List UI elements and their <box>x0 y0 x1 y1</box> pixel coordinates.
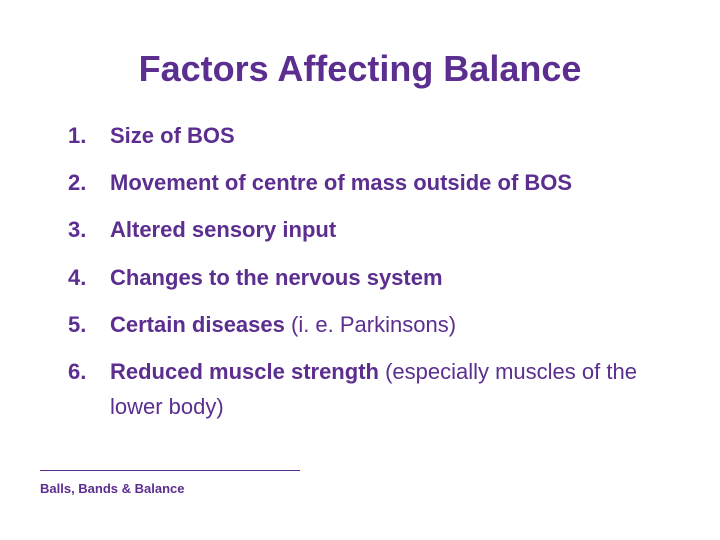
footer-divider <box>40 470 300 471</box>
slide-title: Factors Affecting Balance <box>40 48 680 90</box>
list-item: Altered sensory input <box>68 212 680 247</box>
item-bold: Size of BOS <box>110 123 235 148</box>
item-bold: Reduced muscle strength <box>110 359 379 384</box>
item-bold: Changes to the nervous system <box>110 265 443 290</box>
list-item: Reduced muscle strength (especially musc… <box>68 354 680 424</box>
list-item: Movement of centre of mass outside of BO… <box>68 165 680 200</box>
list-item: Changes to the nervous system <box>68 260 680 295</box>
footer-area: Balls, Bands & Balance <box>40 470 300 496</box>
item-plain: (i. e. Parkinsons) <box>285 312 456 337</box>
list-item: Size of BOS <box>68 118 680 153</box>
item-bold: Certain diseases <box>110 312 285 337</box>
item-bold: Altered sensory input <box>110 217 336 242</box>
footer-text: Balls, Bands & Balance <box>40 481 300 496</box>
list-item: Certain diseases (i. e. Parkinsons) <box>68 307 680 342</box>
item-bold: Movement of centre of mass outside of BO… <box>110 170 572 195</box>
factors-list: Size of BOS Movement of centre of mass o… <box>40 118 680 424</box>
slide: Factors Affecting Balance Size of BOS Mo… <box>0 0 720 540</box>
